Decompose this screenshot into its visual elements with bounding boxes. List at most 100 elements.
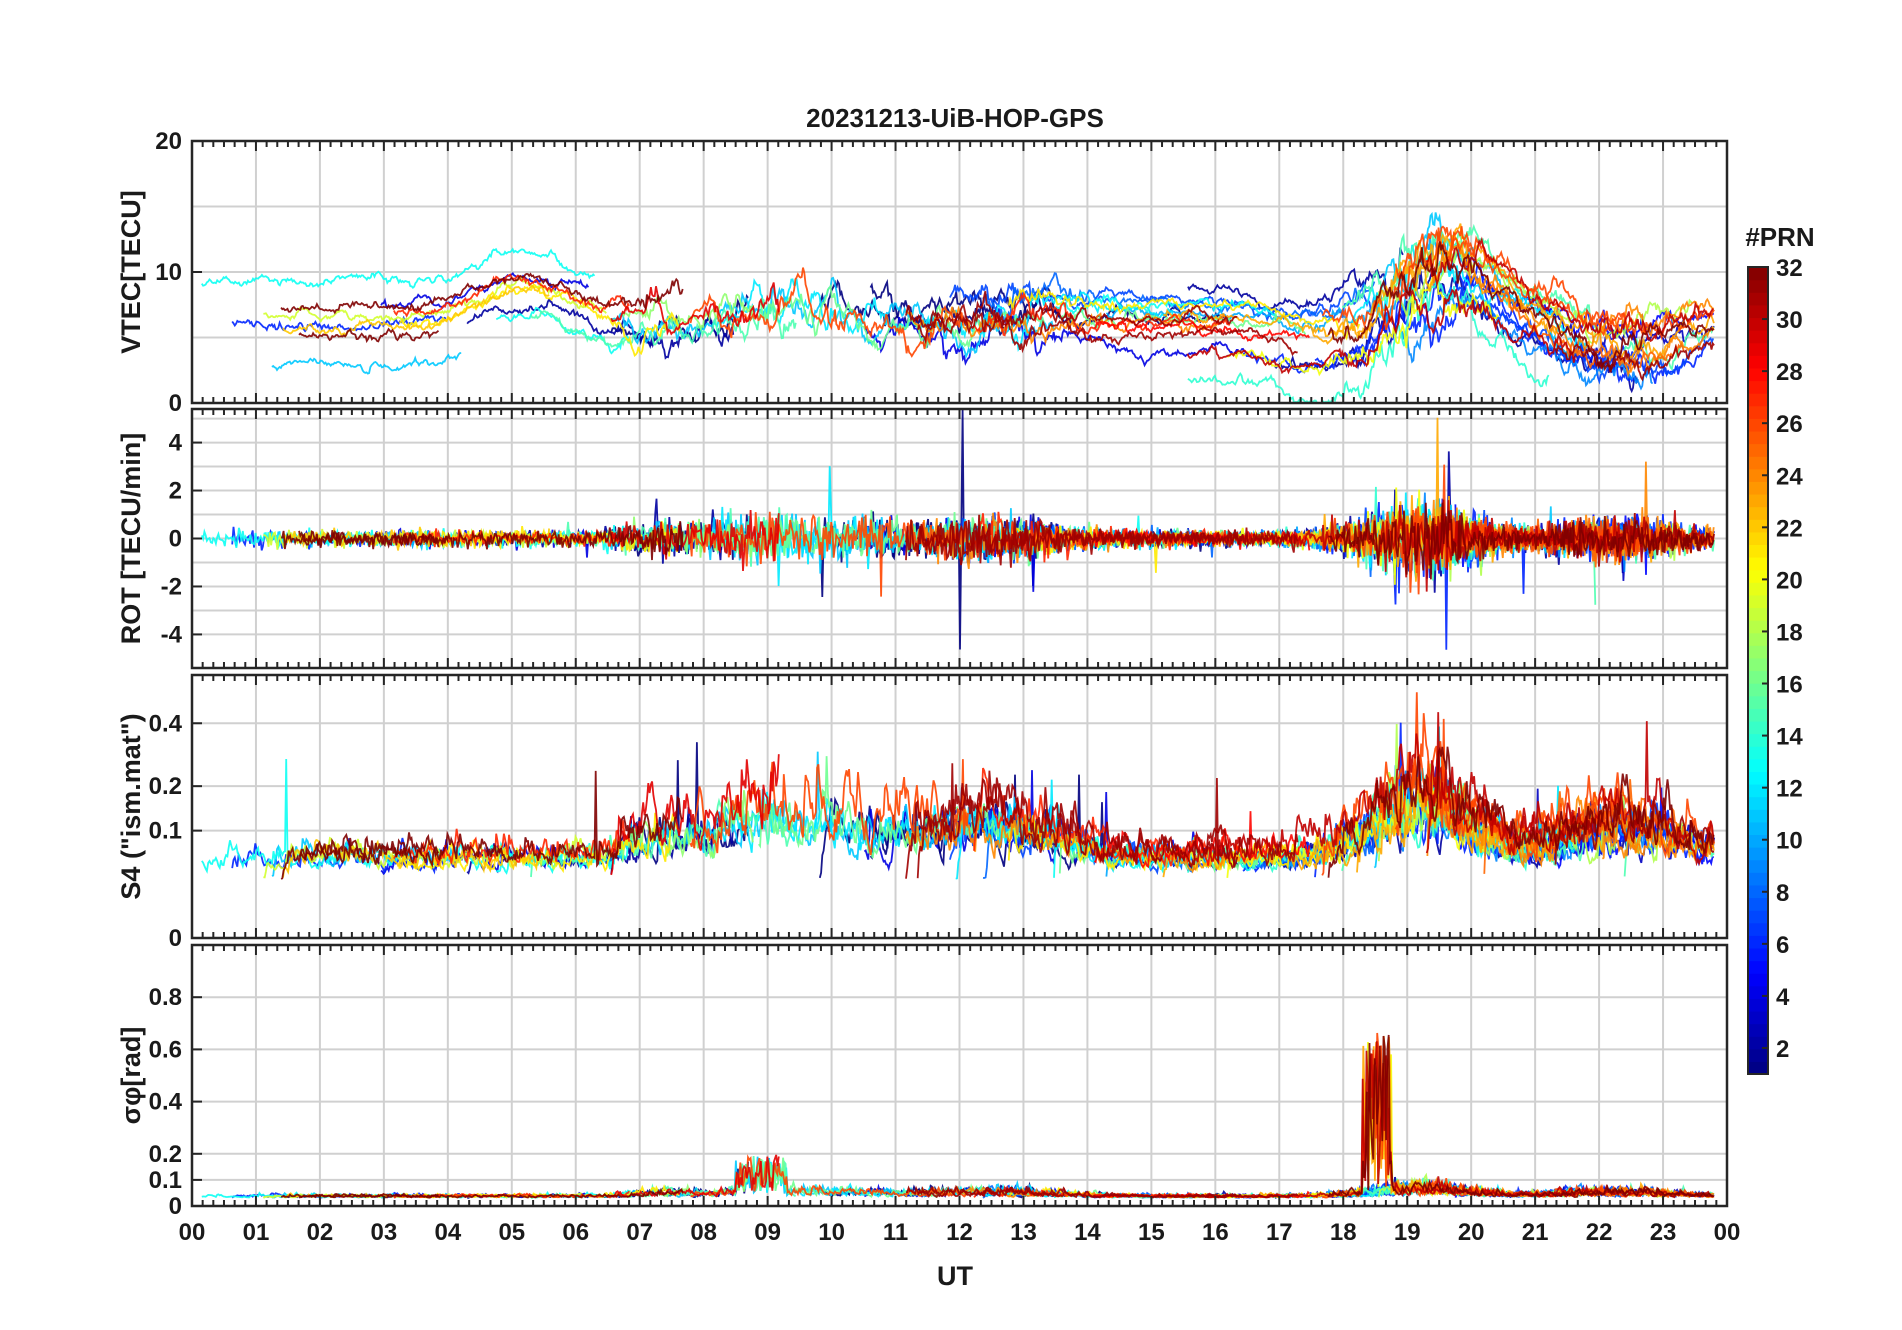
- prn-32-line: [281, 521, 684, 561]
- colorbar-swatch: [1748, 594, 1768, 609]
- colorbar-swatch: [1748, 884, 1768, 899]
- panel-vtec: 0 10 20 VTEC[TECU]: [116, 128, 1729, 417]
- colorbar-swatch: [1748, 935, 1768, 949]
- x-tick-label: 04: [434, 1219, 461, 1246]
- prn-14-line: [1187, 274, 1550, 403]
- colorbar-swatch: [1748, 632, 1768, 646]
- colorbar-swatch: [1748, 910, 1768, 924]
- y-tick-label: 4: [169, 430, 183, 457]
- series-group: [201, 1032, 1715, 1199]
- y-tick-label: 0.8: [149, 984, 182, 1011]
- colorbar-swatch: [1748, 342, 1768, 356]
- colorbar-swatch: [1748, 355, 1768, 369]
- colorbar-label: #PRN: [1745, 222, 1814, 252]
- series-group: [201, 692, 1716, 880]
- colorbar-swatch: [1748, 695, 1768, 709]
- colorbar-swatch: [1748, 1010, 1768, 1025]
- x-tick-label: 20: [1458, 1219, 1485, 1246]
- x-tick-label: 00: [1714, 1219, 1741, 1246]
- y-tick-label: 0.1: [149, 1167, 182, 1194]
- panel-rot: -4 -2 0 2 4 ROT [TECU/min]: [116, 407, 1729, 670]
- colorbar-swatch: [1748, 897, 1768, 911]
- prn-24-line: [905, 305, 1226, 345]
- colorbar-swatch: [1748, 1023, 1768, 1037]
- x-minor-ticks: [191, 675, 1728, 938]
- y-axis-label: S4 ("ism.mat"): [116, 713, 146, 899]
- y-tick-label: 2: [169, 478, 182, 505]
- colorbar-swatch: [1748, 720, 1768, 735]
- colorbar-swatch: [1748, 985, 1768, 999]
- x-minor-ticks: [191, 409, 1728, 668]
- colorbar-swatch: [1748, 456, 1768, 470]
- colorbar-swatch: [1748, 783, 1768, 798]
- colorbar-swatch: [1748, 380, 1768, 394]
- y-tick-label: 0.4: [149, 710, 183, 737]
- colorbar-swatch: [1748, 569, 1768, 583]
- prn-20-line: [1226, 273, 1500, 377]
- x-tick-label: 17: [1266, 1219, 1293, 1246]
- prn-30-line: [1186, 712, 1576, 865]
- colorbar-tick-label: 24: [1776, 463, 1803, 490]
- x-tick-label: 16: [1202, 1219, 1229, 1246]
- y-axis-label: σφ[rad]: [116, 1027, 146, 1125]
- colorbar-swatch: [1748, 292, 1768, 306]
- colorbar-tick-label: 18: [1776, 619, 1803, 646]
- y-tick-label: 0.6: [149, 1036, 182, 1063]
- prn-12-line: [712, 791, 941, 856]
- prn-19-line: [263, 275, 607, 324]
- prn-6-line: [231, 837, 447, 875]
- chart-title: 20231213-UiB-HOP-GPS: [806, 103, 1104, 133]
- colorbar-swatch: [1748, 1061, 1768, 1075]
- x-tick-label: 08: [690, 1219, 717, 1246]
- y-tick-label: 20: [155, 128, 182, 155]
- colorbar-swatch: [1748, 847, 1768, 861]
- colorbar-swatch: [1748, 468, 1768, 482]
- colorbar-swatch: [1748, 519, 1768, 533]
- x-tick-label: 12: [946, 1219, 973, 1246]
- x-tick-label: 06: [562, 1219, 589, 1246]
- colorbar-swatch: [1748, 582, 1768, 596]
- y-tick-label: 0.2: [149, 1141, 182, 1168]
- prn-32-line: [280, 272, 684, 315]
- x-tick-label: 00: [179, 1219, 206, 1246]
- prn-31-line: [916, 763, 1299, 879]
- colorbar-swatch: [1748, 947, 1768, 962]
- prn-27-line: [973, 291, 1231, 337]
- colorbar-swatch: [1748, 960, 1768, 974]
- prn-29-line: [611, 1154, 780, 1198]
- colorbar-swatch: [1748, 645, 1768, 659]
- colorbar-swatch: [1748, 746, 1768, 760]
- prn-7-line: [1456, 286, 1715, 385]
- prn-32-line: [280, 770, 684, 880]
- prn-32-line: [298, 327, 440, 344]
- colorbar-swatch: [1748, 973, 1768, 987]
- colorbar-swatch: [1748, 683, 1768, 697]
- colorbar-swatch: [1748, 279, 1768, 293]
- colorbar-tick-label: 2: [1776, 1036, 1789, 1063]
- x-tick-label: 10: [818, 1219, 845, 1246]
- x-tick-labels: 00 01 02 03 04 05 06 07 08 09 10 11 12 13 14 15 16 17 18 19…: [179, 1219, 1741, 1246]
- prn-30-line: [1186, 287, 1576, 375]
- prn-27-line: [393, 820, 631, 868]
- series-group: [201, 211, 1715, 403]
- prn-28-line: [1093, 318, 1311, 342]
- colorbar-swatch: [1748, 1048, 1768, 1062]
- x-axis-label: UT: [937, 1261, 973, 1291]
- colorbar-swatch: [1748, 481, 1768, 495]
- x-tick-label: 02: [307, 1219, 334, 1246]
- panel-s4: 0 0.1 0.2 0.4S4 ("ism.mat"): [116, 673, 1729, 952]
- x-tick-label: 05: [498, 1219, 525, 1246]
- prn-26-line: [1394, 713, 1715, 863]
- x-tick-label: 09: [754, 1219, 781, 1246]
- colorbar-swatch: [1748, 620, 1768, 634]
- prn-11-line: [271, 352, 462, 375]
- colorbar-tick-label: 4: [1776, 984, 1790, 1011]
- prn-32-line: [1327, 746, 1715, 878]
- prn-31-line: [916, 309, 1298, 356]
- colorbar-swatch: [1748, 330, 1768, 344]
- colorbar-swatch: [1748, 809, 1768, 823]
- x-tick-label: 11: [883, 1219, 908, 1246]
- colorbar-tick-label: 16: [1776, 672, 1803, 699]
- prn-31-line: [1554, 341, 1715, 382]
